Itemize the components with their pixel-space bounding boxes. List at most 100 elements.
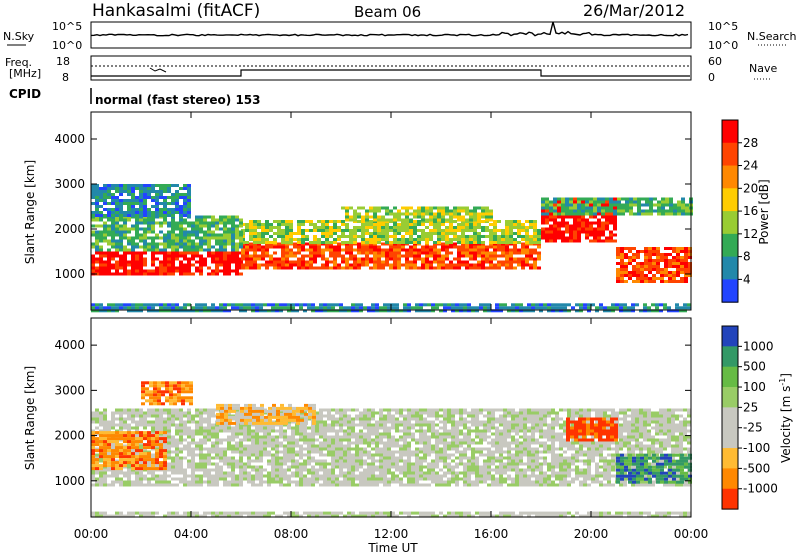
x-tick-label-2: 08:00: [274, 527, 309, 541]
cpid-mode: normal (fast stereo) 153: [95, 93, 261, 107]
panel1-band-1: [91, 431, 167, 471]
freq-right-tick-top: 60: [708, 55, 722, 68]
date-title: 26/Mar/2012: [583, 1, 685, 20]
velocity-colorbar-label-sup: -1: [778, 378, 787, 386]
panel1-colorbar-swatch-3: [722, 387, 738, 408]
freq-panel-frame: [90, 55, 692, 81]
panel0-band-0: [91, 251, 243, 276]
noise-left-tick-top: 10^5: [52, 20, 82, 33]
freq-left-tick-top: 18: [56, 55, 70, 68]
freq-label-1: Freq.: [5, 56, 32, 69]
velocity-y-axis: 1000 2000 3000 4000: [54, 318, 692, 517]
station-title: Hankasalmi (fitACF): [92, 1, 260, 21]
panel1-colorbar-tick-label-0: 1000: [743, 339, 774, 353]
panel1-colorbar-tick-label-3: 25: [743, 400, 758, 414]
panel0-ytick-label-3: 4000: [54, 132, 85, 146]
cpid-label: CPID: [9, 87, 41, 101]
power-colorbar-label: Power [dB]: [757, 179, 771, 244]
freq-blip: [149, 67, 167, 73]
panel1-ytick-label-0: 1000: [54, 474, 85, 488]
x-tick-label-3: 12:00: [374, 527, 409, 541]
panel1-ytick-label-2: 3000: [54, 383, 85, 397]
panel1-band-5: [216, 403, 316, 425]
noise-right-label: N.Search: [747, 30, 797, 43]
panel1-colorbar-swatch-0: [722, 326, 738, 347]
panel0-colorbar-tick-label-1: 24: [743, 159, 758, 173]
noise-panel: N.Sky 10^5 10^0 10^5 10^0 N.Search: [3, 20, 797, 52]
x-tick-label-6: 00:00: [674, 527, 709, 541]
panel1-colorbar-tick-label-7: -1000: [743, 482, 778, 496]
panel0-band-6: [616, 247, 692, 283]
noise-left-tick-bottom: 10^0: [52, 39, 82, 52]
panel1-band-2: [141, 381, 193, 406]
velocity-colorbar: 1000 500 100 25 -25 -100 -500 -1000: [721, 325, 778, 510]
panel0-colorbar-swatch-2: [722, 165, 738, 189]
power-y-axis: 1000 2000 3000 4000: [54, 112, 692, 310]
x-tick-label-1: 04:00: [174, 527, 209, 541]
panel1-ytick-label-1: 2000: [54, 429, 85, 443]
panel0-colorbar-tick-label-3: 16: [743, 204, 758, 218]
beam-title: Beam 06: [354, 3, 421, 21]
panel1-colorbar-tick-label-5: -100: [743, 441, 770, 455]
panel1-ytick-label-3: 4000: [54, 338, 85, 352]
panel0-colorbar-swatch-4: [722, 211, 738, 235]
panel0-colorbar-tick-label-2: 20: [743, 181, 758, 195]
velocity-colorbar-label-end: ]: [779, 373, 793, 378]
freq-right-tick-bottom: 0: [708, 71, 715, 84]
panel1-colorbar-swatch-8: [722, 488, 738, 510]
panel0-colorbar-swatch-3: [722, 188, 738, 212]
panel0-band-1: [241, 242, 541, 270]
panel1-band-6: [91, 511, 691, 518]
panel0-band-3: [91, 215, 243, 252]
velocity-colorbar-label-main: Velocity [m s: [779, 386, 793, 463]
panel0-colorbar-tick-label-5: 8: [743, 250, 751, 264]
panel0-ytick-label-2: 3000: [54, 177, 85, 191]
power-colorbar: 28 24 20 16 12 8 4: [721, 119, 758, 303]
panel1-colorbar-swatch-1: [722, 346, 738, 368]
panel0-ytick-label-1: 2000: [54, 222, 85, 236]
panel0-colorbar-tick-label-4: 12: [743, 227, 758, 241]
panel0-colorbar-tick-label-0: 28: [743, 136, 758, 150]
panel0-colorbar-tick-label-6: 4: [743, 272, 751, 286]
panel1-colorbar-frame: [721, 325, 739, 510]
panel1-colorbar-swatch-4: [722, 407, 738, 429]
velocity-panel: 1000 2000 3000 4000 Slant Range [km] 1000 50…: [23, 317, 793, 518]
panel1-band-3: [566, 417, 618, 442]
panel0-colorbar-swatch-0: [722, 120, 738, 144]
velocity-colorbar-label: Velocity [m s-1]: [778, 373, 793, 463]
power-data: [91, 184, 693, 313]
freq-label-2: [MHz]: [9, 67, 41, 80]
panel0-band-4: [91, 184, 191, 217]
nave-label: Nave: [749, 62, 777, 75]
panel1-colorbar-tick-label-4: -25: [743, 421, 763, 435]
panel1-colorbar-swatch-2: [722, 366, 738, 388]
panel1-colorbar-tick-label-2: 100: [743, 380, 766, 394]
panel1-colorbar-swatch-6: [722, 448, 738, 469]
panel0-ytick-label-0: 1000: [54, 267, 85, 281]
freq-left-tick-bottom: 8: [62, 71, 69, 84]
panel1-band-4: [616, 453, 692, 484]
panel0-colorbar-swatch-5: [722, 233, 738, 258]
panel1-colorbar-swatch-5: [722, 427, 738, 449]
x-tick-label-0: 00:00: [74, 527, 109, 541]
panel0-colorbar-swatch-1: [722, 142, 738, 167]
noise-sky-trace: [90, 21, 689, 37]
noise-left-label: N.Sky: [3, 30, 35, 43]
panel1-colorbar-tick-label-6: -500: [743, 461, 770, 475]
freq-trace: [91, 69, 690, 77]
panel1-colorbar-swatch-7: [722, 468, 738, 490]
panel1-colorbar-tick-label-1: 500: [743, 360, 766, 374]
x-tick-label-5: 20:00: [574, 527, 609, 541]
freq-panel: Freq. [MHz] 18 8 60 0 Nave: [5, 55, 777, 84]
panel0-band-2: [241, 220, 541, 244]
power-panel: 1000 2000 3000 4000 Slant Range [km] 28 24 20…: [23, 111, 771, 313]
noise-right-tick-bottom: 10^0: [708, 39, 738, 52]
panel0-colorbar-swatch-7: [722, 279, 738, 303]
x-tick-label-4: 16:00: [474, 527, 509, 541]
panel0-band-7: [541, 197, 693, 216]
noise-right-tick-top: 10^5: [708, 20, 738, 33]
panel0-colorbar-swatch-6: [722, 256, 738, 280]
panel0-band-8: [341, 206, 493, 222]
power-ylabel: Slant Range [km]: [23, 160, 37, 264]
